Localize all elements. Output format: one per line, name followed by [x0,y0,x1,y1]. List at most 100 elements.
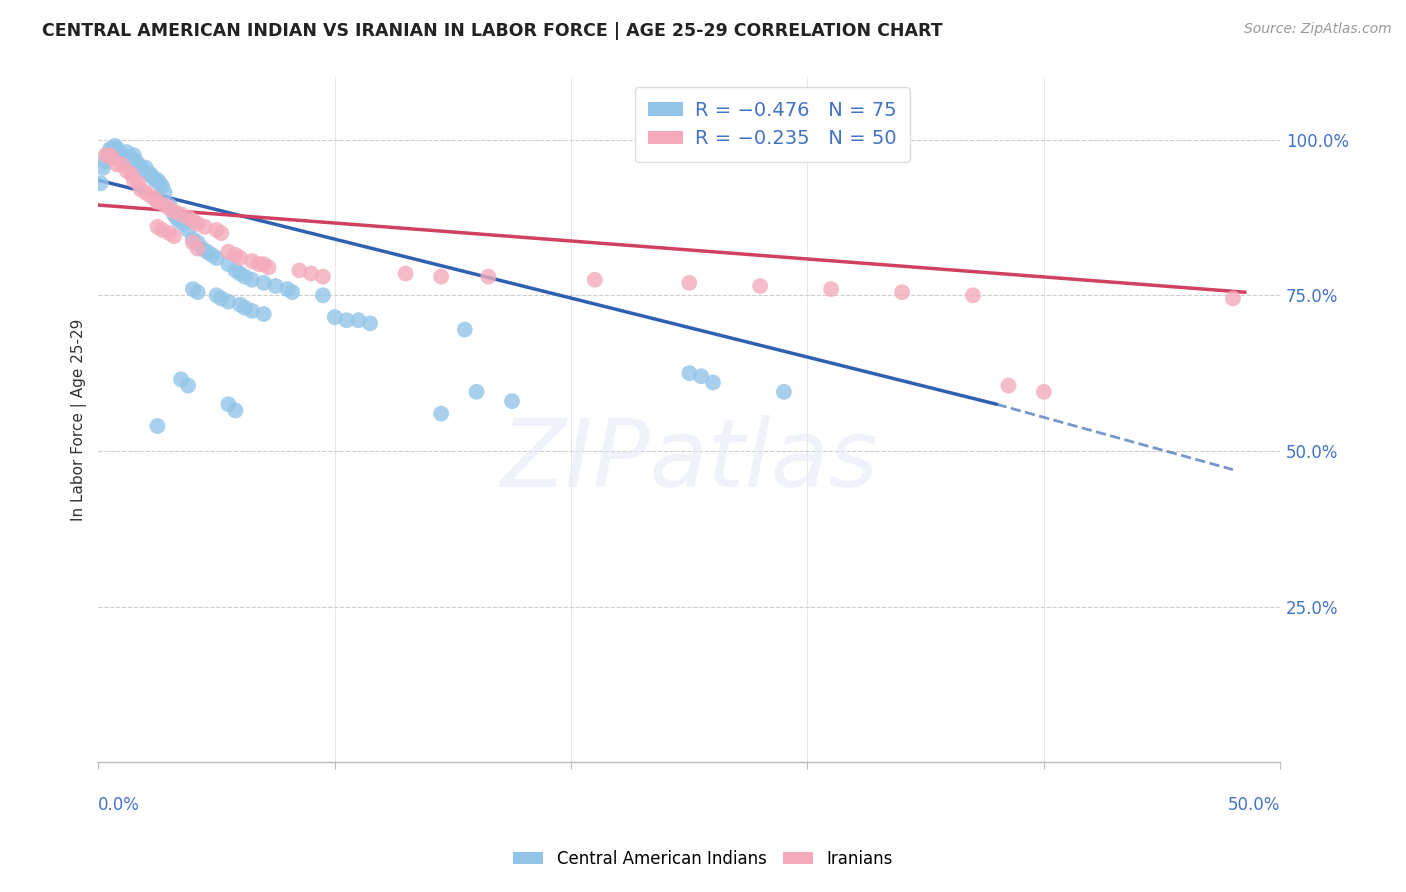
Point [125,154,148,169]
Point [299,267,322,281]
Point [891,285,914,300]
Point [240,273,263,287]
Text: 0.0%: 0.0% [98,797,141,814]
Point [224,263,246,277]
Point [153,186,176,200]
Point [583,273,606,287]
Point [312,288,335,302]
Point [157,198,180,212]
Point [191,242,214,256]
Point [120,152,142,166]
Point [181,282,204,296]
Point [90,176,112,190]
Point [240,254,263,268]
Point [465,384,488,399]
Point [108,145,131,160]
Point [91,161,114,175]
Legend: R = −0.476   N = 75, R = −0.235   N = 50: R = −0.476 N = 75, R = −0.235 N = 50 [634,87,910,162]
Point [997,378,1019,392]
Legend: Central American Indians, Iranians: Central American Indians, Iranians [506,844,900,875]
Point [181,235,204,250]
Point [146,194,169,209]
Point [253,257,276,271]
Point [149,176,172,190]
Point [247,257,270,271]
Point [120,167,142,181]
Point [749,279,772,293]
Point [195,244,218,259]
Text: ZIPatlas: ZIPatlas [501,416,879,507]
Point [104,139,127,153]
Point [97,148,120,162]
Point [150,223,173,237]
Point [157,226,180,240]
Point [187,235,209,250]
Point [233,301,256,315]
Point [98,142,121,156]
Point [177,223,200,237]
Point [112,152,135,166]
Point [209,292,232,306]
Point [101,152,124,166]
Point [177,378,200,392]
Point [205,223,228,237]
Point [217,257,239,271]
Point [187,242,209,256]
Point [233,269,256,284]
Point [678,366,700,380]
Point [115,145,138,160]
Point [217,244,239,259]
Point [264,279,287,293]
Point [395,267,418,281]
Point [288,263,311,277]
Point [139,167,162,181]
Point [163,207,186,221]
Text: Source: ZipAtlas.com: Source: ZipAtlas.com [1244,22,1392,37]
Y-axis label: In Labor Force | Age 25-29: In Labor Force | Age 25-29 [72,318,87,521]
Point [187,217,209,231]
Point [94,148,117,162]
Point [820,282,842,296]
Point [143,192,166,206]
Point [1032,384,1054,399]
Point [129,182,152,196]
Point [115,164,138,178]
Point [240,304,263,318]
Point [347,313,370,327]
Point [142,169,165,184]
Point [205,251,228,265]
Text: 50.0%: 50.0% [1227,797,1281,814]
Point [773,384,796,399]
Point [146,173,169,187]
Point [135,161,157,175]
Point [224,403,246,417]
Point [430,269,453,284]
Point [962,288,984,302]
Point [105,142,128,156]
Point [136,167,159,181]
Point [128,158,150,172]
Point [276,282,298,296]
Point [201,248,224,262]
Point [323,310,346,325]
Point [281,285,304,300]
Point [187,285,209,300]
Point [129,161,152,175]
Point [229,267,252,281]
Point [229,298,252,312]
Point [135,186,157,200]
Point [257,260,280,275]
Point [157,201,180,215]
Point [172,217,194,231]
Text: CENTRAL AMERICAN INDIAN VS IRANIAN IN LABOR FORCE | AGE 25-29 CORRELATION CHART: CENTRAL AMERICAN INDIAN VS IRANIAN IN LA… [42,22,943,40]
Point [170,372,193,386]
Point [143,173,166,187]
Point [146,219,169,234]
Point [146,419,169,434]
Point [111,158,134,172]
Point [163,229,186,244]
Point [122,173,145,187]
Point [217,294,239,309]
Point [335,313,357,327]
Point [702,376,724,390]
